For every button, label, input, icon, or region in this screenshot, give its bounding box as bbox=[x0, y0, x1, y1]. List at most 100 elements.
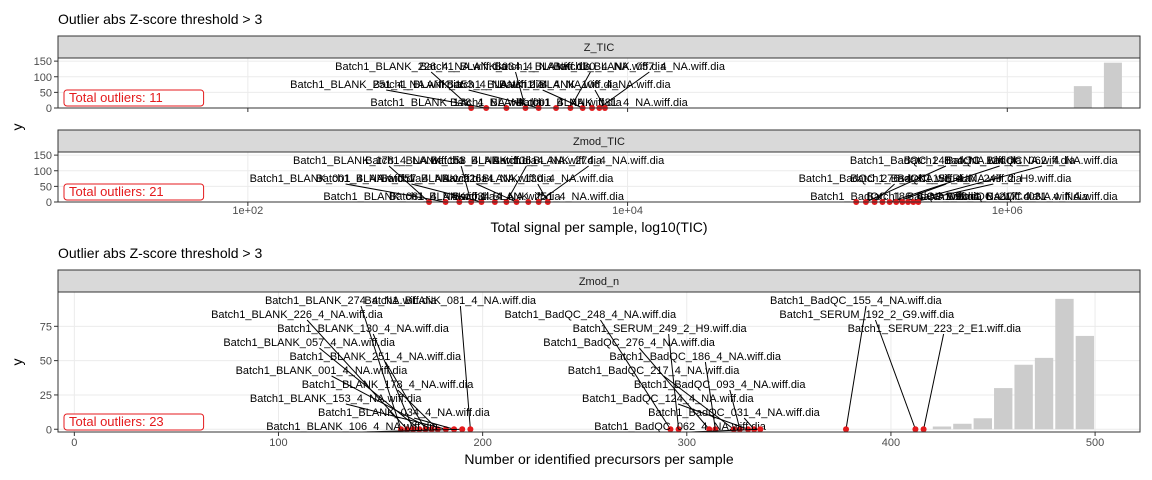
outlier-label: Batch1_BLANK_178_4_NA.wiff.dia bbox=[293, 155, 466, 167]
outlier-label: Batch1_BLANK_153_4_NA.wiff.dia bbox=[365, 155, 538, 167]
outlier-label: Batch1_BLANK_081_4_NA.wiff.dia bbox=[323, 191, 496, 203]
label-leader-line bbox=[874, 319, 916, 430]
x-tick-label: 500 bbox=[1086, 437, 1104, 449]
label-leader-line bbox=[459, 305, 471, 430]
outlier-label: Batch1_BLANK_057_4_NA.wiff.dia bbox=[315, 173, 488, 185]
total-outliers-label: Total outliers: 23 bbox=[69, 414, 164, 429]
panel-border bbox=[57, 151, 1141, 203]
x-tick-label: 400 bbox=[882, 437, 900, 449]
panel-background bbox=[58, 152, 1140, 202]
label-leader-line bbox=[537, 183, 549, 203]
outlier-label: Batch1_BLANK_226_4_NA.wiff.dia bbox=[335, 61, 508, 73]
label-leader-line bbox=[505, 165, 527, 203]
label-leader-line bbox=[896, 183, 947, 203]
y-tick-label: 0 bbox=[46, 103, 52, 115]
y-tick-label: 100 bbox=[34, 72, 52, 84]
histogram-bar bbox=[1034, 357, 1054, 430]
outlier-label: Batch1_BLANK_106_4_NA.wiff.dia bbox=[499, 79, 672, 91]
outlier-label: Batch1_BadQC_155_4_NA.wiff.dia bbox=[770, 295, 943, 307]
histogram-bar bbox=[973, 418, 992, 430]
outlier-point bbox=[912, 426, 919, 433]
x-tick-label: 100 bbox=[269, 437, 287, 449]
outlier-point bbox=[459, 426, 466, 433]
label-leader-line bbox=[923, 333, 945, 430]
outlier-label: Batch1_BLANK_106_4_NA.wiff.dia bbox=[266, 421, 439, 433]
panel-background bbox=[58, 292, 1140, 432]
label-leader-line bbox=[386, 89, 487, 109]
label-leader-line bbox=[538, 165, 589, 203]
label-leader-line bbox=[569, 71, 591, 109]
total-outliers-box bbox=[63, 89, 205, 107]
panel-background bbox=[58, 58, 1140, 108]
y-tick-label: 150 bbox=[34, 56, 52, 68]
outlier-label: Batch1_BLANK_251_4_NA.wiff.dia bbox=[290, 79, 463, 91]
histogram-bar bbox=[994, 388, 1013, 430]
outlier-label: Batch1_BLANK_274_4_NA.wiff.dia bbox=[265, 295, 438, 307]
outlier-label: Batch1_BadQC_062_4_NA.wiff.dia bbox=[594, 421, 767, 433]
outlier-label: Batch1_BLANK_081_4_NA.wiff.dia bbox=[364, 295, 537, 307]
facet-strip-label: Z_TIC bbox=[584, 42, 615, 54]
panel-border bbox=[57, 291, 1141, 433]
outlier-label: Batch1_BLANK_001_4_NA.wiff.dia bbox=[250, 173, 423, 185]
label-leader-line bbox=[704, 361, 716, 430]
total-outliers-label: Total outliers: 11 bbox=[69, 90, 163, 105]
outlier-label: Batch1_BadQC_031_4_NA.wiff.dia bbox=[946, 191, 1119, 203]
x-tick-label: 300 bbox=[678, 437, 696, 449]
y-tick-label: 25 bbox=[40, 390, 52, 402]
outlier-label: Batch1_BLANK_178_4_NA.wiff.dia bbox=[302, 379, 475, 391]
label-leader-line bbox=[388, 165, 430, 203]
label-leader-line bbox=[845, 305, 867, 430]
outlier-label: Batch1_BLANK_034_4_NA.wiff.dia bbox=[318, 407, 491, 419]
label-leader-line bbox=[319, 347, 420, 430]
y-axis-label: y bbox=[9, 124, 25, 131]
label-leader-line bbox=[476, 183, 517, 203]
total-outliers-box bbox=[63, 413, 205, 431]
label-leader-line bbox=[874, 183, 895, 203]
outlier-label: Batch1_BLANK_130_4_NA.wiff.dia bbox=[277, 323, 450, 335]
y-tick-label: 0 bbox=[46, 424, 52, 436]
outlier-label: Batch1_BLANK_130_4_NA.wiff.dia bbox=[494, 61, 667, 73]
label-leader-line bbox=[468, 89, 539, 109]
label-leader-line bbox=[411, 183, 482, 203]
total-outliers-box bbox=[63, 183, 205, 201]
histogram-bar bbox=[1055, 298, 1074, 430]
label-leader-line bbox=[594, 89, 606, 109]
outlier-label: Batch1_BadQC_124_4_NA.wiff.dia bbox=[904, 155, 1077, 167]
x-axis-label: Number or identified precursors per samp… bbox=[464, 451, 733, 467]
x-axis-label: Total signal per sample, log10(TIC) bbox=[490, 219, 707, 235]
outlier-point bbox=[675, 426, 682, 433]
histogram-bar bbox=[1073, 86, 1092, 108]
outlier-label: Batch1_BLANK_274_4_NA.wiff.dia bbox=[493, 155, 666, 167]
y-tick-label: 100 bbox=[34, 166, 52, 178]
label-leader-line bbox=[515, 71, 526, 109]
outlier-label: Batch1_BadQC_031_4_NA.wiff.dia bbox=[648, 407, 821, 419]
label-leader-line bbox=[542, 89, 583, 109]
outlier-label: Batch1_BLANK_178_4_NA.wiff.dia bbox=[370, 97, 543, 109]
y-tick-label: 150 bbox=[34, 150, 52, 162]
chart-title: Outlier abs Z-score threshold > 3 bbox=[58, 245, 262, 261]
panel-border bbox=[57, 57, 1141, 109]
label-leader-line bbox=[306, 319, 408, 430]
outlier-label: Batch1_BadQC_248_4_NA.wiff.dia bbox=[504, 309, 677, 321]
outlier-label: Batch1_BadQC_186_4_NA.wiff.dia bbox=[609, 351, 782, 363]
outlier-label: Batch1_BLANK_251_4_NA.wiff.dia bbox=[289, 351, 462, 363]
y-tick-label: 50 bbox=[40, 356, 52, 368]
histogram-bar bbox=[953, 423, 972, 430]
label-leader-line bbox=[413, 417, 455, 430]
outlier-label: Batch1_BadQC_124_4_NA.wiff.dia bbox=[582, 393, 755, 405]
outlier-label: Batch1_BLANK_226_4_NA.wiff.dia bbox=[211, 309, 384, 321]
label-leader-line bbox=[889, 165, 1000, 203]
outlier-label: Batch1_BLANK_251_4_NA.wiff.dia bbox=[452, 191, 625, 203]
outlier-label: Batch1_BLANK_153_4_NA.wiff.dia bbox=[373, 79, 546, 91]
outlier-label: Batch1_BLANK_001_4_NA.wiff.dia bbox=[236, 365, 409, 377]
y-tick-label: 75 bbox=[40, 321, 52, 333]
outlier-point bbox=[920, 426, 927, 433]
x-tick-label: 1e+04 bbox=[612, 205, 643, 217]
label-leader-line bbox=[913, 183, 994, 203]
outlier-label: Batch1_SERUM_223_2_E1.wiff.dia bbox=[848, 323, 1022, 335]
outlier-label: Batch1_BLANK_057_4_NA.wiff.dia bbox=[223, 337, 396, 349]
outlier-label: Batch1_BLANK_057_4_NA.wiff.dia bbox=[553, 61, 726, 73]
label-leader-line bbox=[599, 71, 650, 109]
outlier-label: Batch1_BadQC_217_4_NA.wiff.dia bbox=[916, 191, 1089, 203]
